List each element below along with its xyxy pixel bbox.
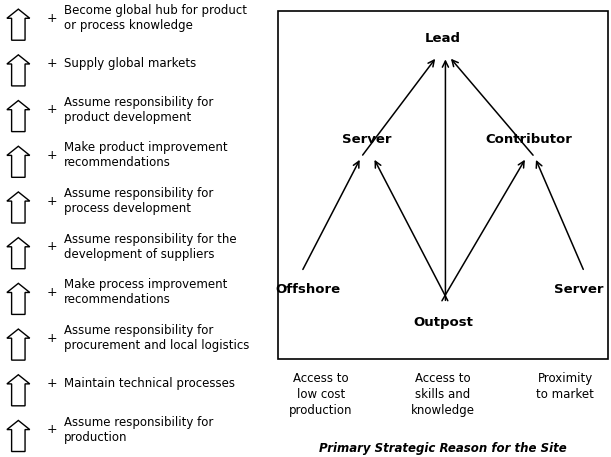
Text: Assume responsibility for the
development of suppliers: Assume responsibility for the developmen… bbox=[64, 233, 237, 261]
Text: Access to
low cost
production: Access to low cost production bbox=[289, 372, 353, 417]
Polygon shape bbox=[7, 283, 30, 314]
Text: +: + bbox=[46, 332, 57, 345]
Text: +: + bbox=[46, 286, 57, 299]
Polygon shape bbox=[7, 329, 30, 360]
Text: Proximity
to market: Proximity to market bbox=[536, 372, 594, 401]
Polygon shape bbox=[7, 146, 30, 177]
Text: Outpost: Outpost bbox=[413, 316, 473, 329]
Text: Primary Strategic Reason for the Site: Primary Strategic Reason for the Site bbox=[319, 442, 567, 455]
Text: +: + bbox=[46, 58, 57, 70]
Text: Assume responsibility for
process development: Assume responsibility for process develo… bbox=[64, 187, 213, 215]
Text: Assume responsibility for
production: Assume responsibility for production bbox=[64, 415, 213, 444]
Polygon shape bbox=[7, 420, 30, 452]
Polygon shape bbox=[7, 9, 30, 40]
Text: +: + bbox=[46, 423, 57, 436]
Text: +: + bbox=[46, 149, 57, 162]
Polygon shape bbox=[7, 55, 30, 86]
Text: Server: Server bbox=[342, 133, 392, 146]
Polygon shape bbox=[7, 375, 30, 406]
Polygon shape bbox=[7, 238, 30, 269]
Text: Server: Server bbox=[554, 283, 603, 296]
Text: Supply global markets: Supply global markets bbox=[64, 58, 196, 70]
Text: Make product improvement
recommendations: Make product improvement recommendations bbox=[64, 141, 228, 170]
FancyBboxPatch shape bbox=[278, 11, 608, 359]
Polygon shape bbox=[7, 192, 30, 223]
Text: Contributor: Contributor bbox=[485, 133, 572, 146]
Text: Maintain technical processes: Maintain technical processes bbox=[64, 377, 235, 390]
Text: Assume responsibility for
procurement and local logistics: Assume responsibility for procurement an… bbox=[64, 324, 249, 352]
Text: +: + bbox=[46, 195, 57, 207]
Text: +: + bbox=[46, 12, 57, 25]
Text: +: + bbox=[46, 103, 57, 116]
Text: Assume responsibility for
product development: Assume responsibility for product develo… bbox=[64, 96, 213, 124]
Text: Offshore: Offshore bbox=[275, 283, 340, 296]
Polygon shape bbox=[7, 101, 30, 132]
Text: Become global hub for product
or process knowledge: Become global hub for product or process… bbox=[64, 4, 247, 32]
Text: +: + bbox=[46, 240, 57, 253]
Text: Lead: Lead bbox=[425, 32, 461, 45]
Text: +: + bbox=[46, 377, 57, 390]
Text: Make process improvement
recommendations: Make process improvement recommendations bbox=[64, 278, 227, 307]
Text: Access to
skills and
knowledge: Access to skills and knowledge bbox=[411, 372, 475, 417]
